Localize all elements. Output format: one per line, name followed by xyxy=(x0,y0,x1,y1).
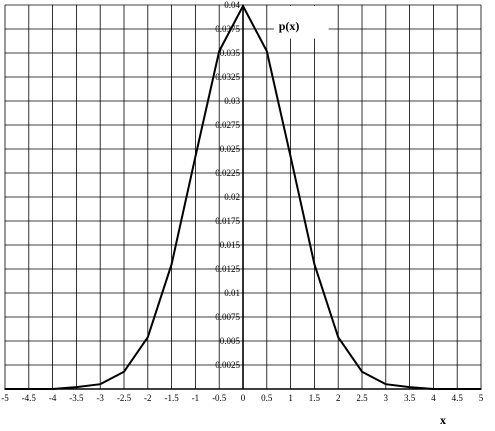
x-tick-label: 3.5 xyxy=(404,393,416,403)
x-tick-label: 5 xyxy=(479,393,484,403)
data-point xyxy=(361,370,363,373)
y-tick-label: 0.0325 xyxy=(215,72,240,82)
y-tick-label: 0.0075 xyxy=(215,312,240,322)
y-tick-label: 0.0125 xyxy=(215,264,240,274)
x-tick-label: -2.5 xyxy=(117,393,132,403)
data-point xyxy=(194,155,197,158)
data-points xyxy=(4,5,482,390)
y-tick-labels: 0.0025 0.005 0.0075 0.01 0.0125 0.015 0.0175 0.… xyxy=(215,0,240,370)
data-point xyxy=(337,336,340,338)
x-tick-label: 4 xyxy=(431,393,436,403)
y-tick-label: 0.03 xyxy=(224,96,240,106)
x-tick-label: 3 xyxy=(384,393,389,403)
x-tick-label: -1 xyxy=(192,393,200,403)
x-tick-label: 2 xyxy=(336,393,341,403)
data-point xyxy=(147,336,149,338)
y-tick-label: 0.01 xyxy=(224,288,240,298)
x-axis-label: x xyxy=(440,413,446,427)
data-point xyxy=(75,386,78,388)
x-tick-label: -1.5 xyxy=(164,393,179,403)
curve-label-background xyxy=(273,5,329,39)
data-point xyxy=(480,388,482,390)
data-point xyxy=(4,388,6,390)
data-point xyxy=(432,388,435,390)
x-tick-label: -2 xyxy=(144,393,152,403)
y-tick-label: 0.025 xyxy=(220,144,241,154)
x-tick-label: -4.5 xyxy=(22,393,37,403)
x-tick-label: -4 xyxy=(49,393,57,403)
y-tick-label: 0.015 xyxy=(220,240,241,250)
y-tick-label: 0.02 xyxy=(224,192,240,202)
x-tick-label: -0.5 xyxy=(212,393,227,403)
data-point xyxy=(123,370,125,373)
curve-label: p(x) xyxy=(279,19,300,33)
data-point xyxy=(218,50,220,52)
data-point xyxy=(385,383,387,386)
x-tick-label: 0 xyxy=(241,393,246,403)
x-tick-label: 1 xyxy=(288,393,293,403)
y-tick-label: 0.0225 xyxy=(215,168,240,178)
x-tick-label: -3.5 xyxy=(69,393,84,403)
data-point xyxy=(28,388,30,390)
y-tick-label: 0.005 xyxy=(220,336,241,346)
x-tick-label: 2.5 xyxy=(356,393,368,403)
data-point xyxy=(408,386,411,388)
x-tick-label: -3 xyxy=(96,393,104,403)
y-tick-label: 0.0025 xyxy=(215,360,240,370)
data-point xyxy=(99,383,101,386)
data-point xyxy=(266,50,268,52)
y-tick-label: 0.0375 xyxy=(215,24,240,34)
x-tick-label: 0.5 xyxy=(261,393,273,403)
data-point xyxy=(170,263,173,266)
x-tick-label: -5 xyxy=(1,393,9,403)
data-point xyxy=(313,263,316,266)
x-tick-labels: -5 -4.5 -4 -3.5 -3 -2.5 -2 -1.5 -1 -0.5 0 0.5 1 1.5 2 2… xyxy=(1,393,484,403)
x-tick-label: 1.5 xyxy=(309,393,321,403)
y-tick-label: 0.035 xyxy=(220,48,241,58)
data-point xyxy=(51,388,54,390)
y-tick-label: 0.0175 xyxy=(215,216,240,226)
data-point xyxy=(242,5,244,7)
data-point xyxy=(456,388,459,390)
y-tick-label: 0.0275 xyxy=(215,120,240,130)
data-point xyxy=(289,155,292,158)
x-tick-label: 4.5 xyxy=(452,393,464,403)
y-tick-label: 0.04 xyxy=(224,0,240,10)
